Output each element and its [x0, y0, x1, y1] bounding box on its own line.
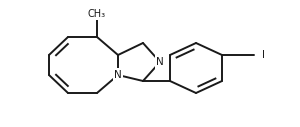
- Text: N: N: [114, 70, 122, 80]
- Text: N: N: [156, 57, 164, 67]
- Text: CH₃: CH₃: [88, 9, 106, 19]
- Text: I: I: [262, 50, 265, 60]
